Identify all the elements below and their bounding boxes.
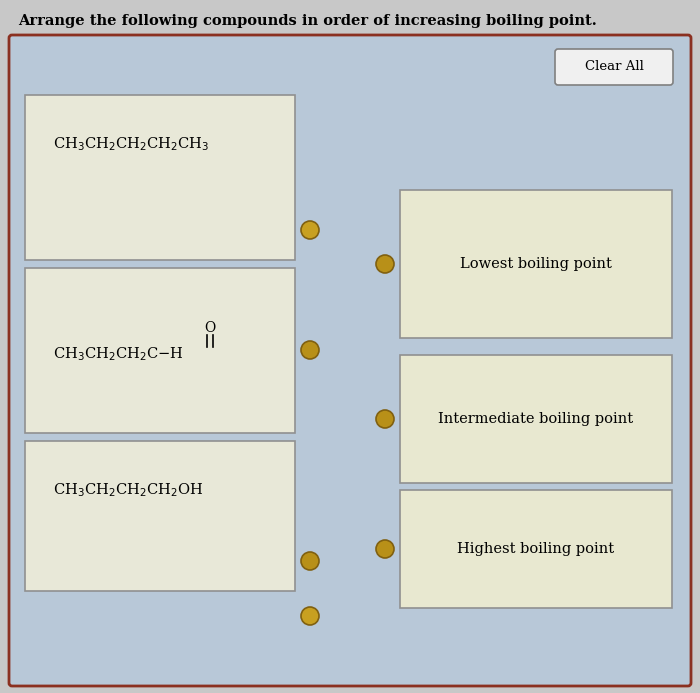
Circle shape: [376, 540, 394, 558]
Circle shape: [376, 255, 394, 273]
FancyBboxPatch shape: [25, 441, 295, 591]
Circle shape: [301, 341, 319, 359]
Circle shape: [301, 607, 319, 625]
FancyBboxPatch shape: [25, 268, 295, 433]
Text: Clear All: Clear All: [584, 60, 643, 73]
Text: O: O: [204, 321, 216, 335]
Text: Highest boiling point: Highest boiling point: [457, 542, 615, 556]
Text: CH$_3$CH$_2$CH$_2$C$-$H: CH$_3$CH$_2$CH$_2$C$-$H: [53, 345, 183, 362]
Text: CH$_3$CH$_2$CH$_2$CH$_2$OH: CH$_3$CH$_2$CH$_2$CH$_2$OH: [53, 481, 203, 499]
Circle shape: [376, 410, 394, 428]
Circle shape: [301, 221, 319, 239]
FancyBboxPatch shape: [9, 35, 691, 686]
Text: Arrange the following compounds in order of increasing boiling point.: Arrange the following compounds in order…: [18, 14, 596, 28]
Text: Intermediate boiling point: Intermediate boiling point: [438, 412, 634, 426]
Circle shape: [301, 552, 319, 570]
FancyBboxPatch shape: [400, 190, 672, 338]
Text: Lowest boiling point: Lowest boiling point: [460, 257, 612, 271]
FancyBboxPatch shape: [25, 95, 295, 260]
FancyBboxPatch shape: [555, 49, 673, 85]
Text: CH$_3$CH$_2$CH$_2$CH$_2$CH$_3$: CH$_3$CH$_2$CH$_2$CH$_2$CH$_3$: [53, 135, 209, 152]
FancyBboxPatch shape: [400, 355, 672, 483]
FancyBboxPatch shape: [400, 490, 672, 608]
